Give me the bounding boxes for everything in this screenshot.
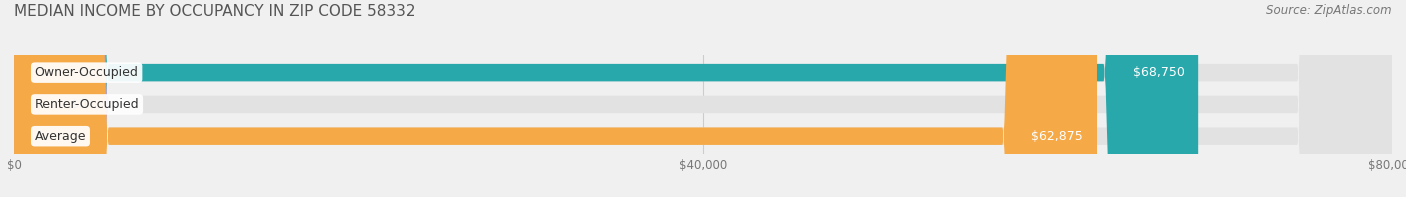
Text: Owner-Occupied: Owner-Occupied	[35, 66, 139, 79]
Text: Renter-Occupied: Renter-Occupied	[35, 98, 139, 111]
Text: Average: Average	[35, 130, 86, 143]
FancyBboxPatch shape	[14, 0, 1392, 197]
Text: $0: $0	[70, 98, 87, 111]
FancyBboxPatch shape	[0, 0, 108, 197]
Text: $68,750: $68,750	[1132, 66, 1184, 79]
Text: $62,875: $62,875	[1032, 130, 1083, 143]
FancyBboxPatch shape	[14, 0, 1392, 197]
FancyBboxPatch shape	[14, 0, 1392, 197]
Text: MEDIAN INCOME BY OCCUPANCY IN ZIP CODE 58332: MEDIAN INCOME BY OCCUPANCY IN ZIP CODE 5…	[14, 4, 416, 19]
FancyBboxPatch shape	[14, 0, 1097, 197]
Text: Source: ZipAtlas.com: Source: ZipAtlas.com	[1267, 4, 1392, 17]
FancyBboxPatch shape	[14, 0, 1198, 197]
